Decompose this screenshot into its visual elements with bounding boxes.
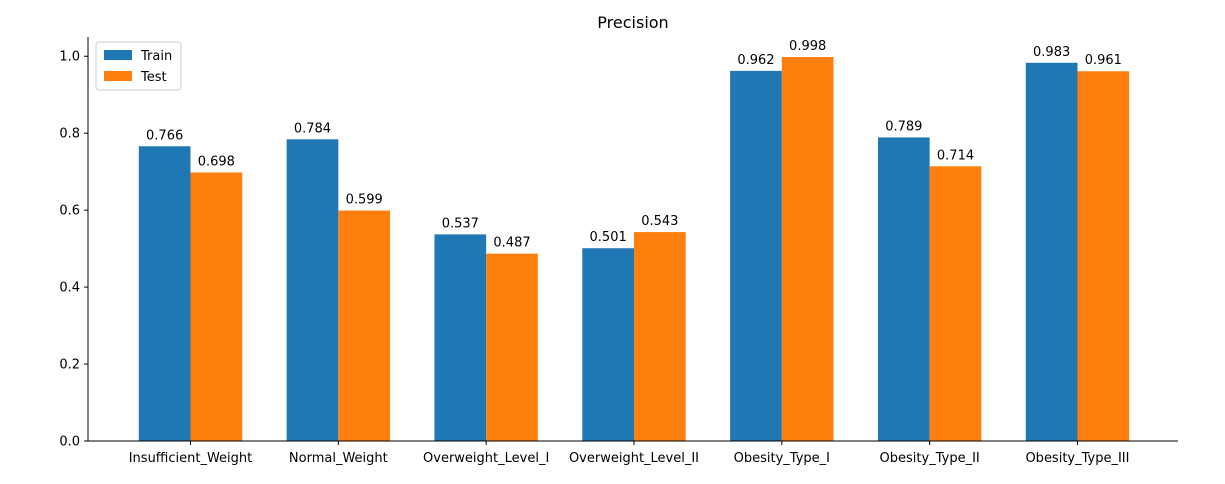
value-label-train-obesity-type-i: 0.962 bbox=[737, 53, 774, 68]
x-tick-label: Obesity_Type_II bbox=[880, 451, 980, 466]
x-tick-label: Normal_Weight bbox=[289, 451, 388, 466]
bars-layer bbox=[138, 57, 1130, 442]
value-label-test-normal-weight: 0.599 bbox=[346, 193, 383, 208]
y-tick-label: 0.0 bbox=[59, 435, 80, 450]
bar-test-obesity-type-ii bbox=[929, 166, 982, 441]
value-label-train-insufficient-weight: 0.766 bbox=[146, 128, 183, 143]
x-tick-label: Overweight_Level_II bbox=[569, 451, 699, 466]
bar-test-overweight-level-ii bbox=[633, 232, 686, 441]
axes-layer: 0.0 0.2 0.4 0.6 0.8 1.0 Insufficient_Weight Nor… bbox=[59, 37, 1178, 466]
legend: Train Test bbox=[95, 41, 182, 91]
legend-swatch-test bbox=[104, 71, 132, 81]
value-label-test-insufficient-weight: 0.698 bbox=[198, 154, 235, 169]
legend-label-train: Train bbox=[140, 49, 172, 64]
value-label-train-overweight-level-ii: 0.501 bbox=[590, 230, 627, 245]
bar-test-normal-weight bbox=[338, 210, 391, 441]
y-tick-label: 0.8 bbox=[59, 127, 80, 142]
legend-label-test: Test bbox=[140, 70, 167, 85]
value-label-train-overweight-level-i: 0.537 bbox=[442, 216, 479, 231]
value-label-train-normal-weight: 0.784 bbox=[294, 121, 331, 136]
bar-train-overweight-level-i bbox=[434, 234, 487, 441]
bar-train-obesity-type-i bbox=[730, 70, 782, 442]
bar-train-obesity-type-ii bbox=[877, 137, 930, 441]
legend-swatch-train bbox=[104, 50, 132, 60]
value-label-test-obesity-type-iii: 0.961 bbox=[1085, 53, 1122, 68]
value-label-test-obesity-type-i: 0.998 bbox=[789, 39, 826, 54]
bar-test-insufficient-weight bbox=[190, 172, 243, 441]
x-tick-label: Insufficient_Weight bbox=[129, 451, 253, 466]
x-tick-label: Obesity_Type_III bbox=[1025, 451, 1129, 466]
value-labels-layer: 0.766 0.698 0.784 0.599 0.537 0.487 0.501 0.543… bbox=[146, 39, 1122, 251]
bar-train-obesity-type-iii bbox=[1025, 62, 1078, 441]
value-label-train-obesity-type-ii: 0.789 bbox=[885, 119, 922, 134]
y-tick-label: 0.2 bbox=[59, 358, 80, 373]
bar-test-overweight-level-i bbox=[486, 253, 538, 441]
y-tick-label: 0.4 bbox=[59, 281, 80, 296]
value-label-test-overweight-level-ii: 0.543 bbox=[641, 214, 678, 229]
chart-title: Precision bbox=[597, 13, 668, 32]
y-tick-label: 0.6 bbox=[59, 204, 80, 219]
value-label-train-obesity-type-iii: 0.983 bbox=[1033, 45, 1070, 60]
bar-test-obesity-type-i bbox=[781, 57, 834, 441]
value-label-test-obesity-type-ii: 0.714 bbox=[937, 148, 974, 163]
x-tick-label: Obesity_Type_I bbox=[734, 451, 830, 466]
bar-train-overweight-level-ii bbox=[582, 248, 634, 441]
y-tick-label: 1.0 bbox=[59, 50, 80, 65]
x-tick-label: Overweight_Level_I bbox=[423, 451, 549, 466]
bar-train-normal-weight bbox=[286, 139, 339, 441]
bar-test-obesity-type-iii bbox=[1077, 71, 1130, 442]
bar-train-insufficient-weight bbox=[138, 146, 191, 441]
value-label-test-overweight-level-i: 0.487 bbox=[493, 236, 530, 251]
